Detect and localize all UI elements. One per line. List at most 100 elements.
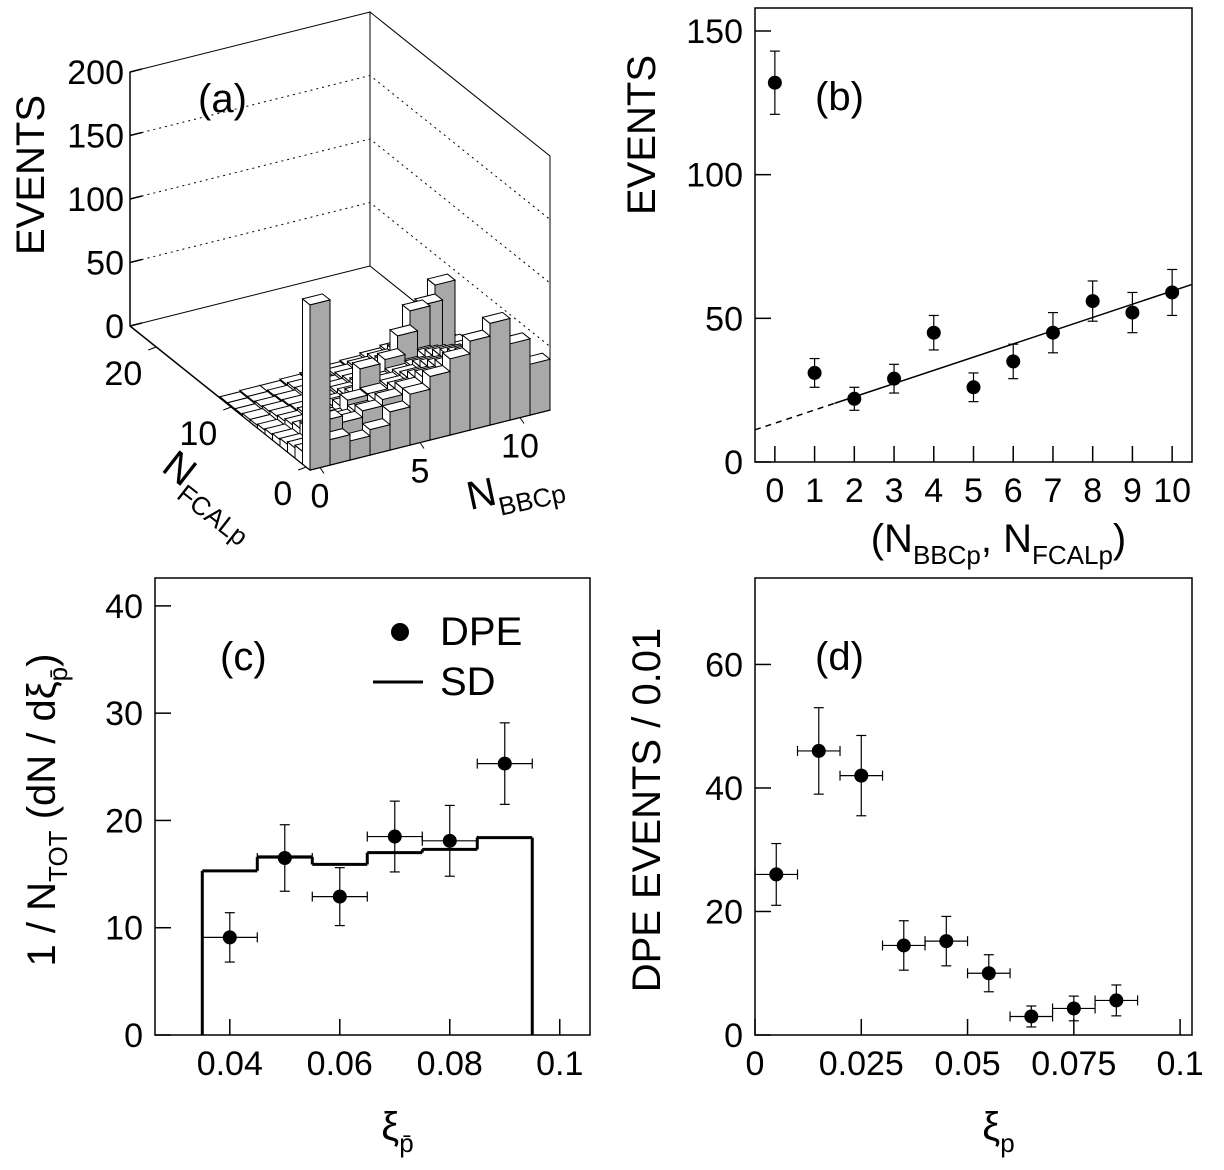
data-point	[896, 938, 911, 953]
bar-top	[351, 357, 382, 370]
label-part: BBCp	[913, 540, 981, 570]
x-tick-label: 9	[1123, 472, 1142, 510]
x-tick-label: 5	[964, 472, 983, 510]
grid-line	[129, 138, 551, 284]
bar-top	[301, 293, 332, 306]
z-tick-label: 0	[105, 308, 124, 346]
x-axis-label: ξp̄	[381, 1105, 413, 1158]
y-tick-label: 10	[179, 415, 217, 453]
x-axis-label: ξp	[982, 1105, 1014, 1158]
y-tick-label: 0	[273, 475, 292, 513]
y-tick-label: 150	[686, 13, 743, 51]
y-tick-label: 20	[104, 355, 142, 393]
label-part: p̄	[43, 667, 73, 681]
data-point	[1006, 354, 1021, 369]
annotation: (a)	[198, 77, 247, 121]
data-point	[811, 743, 826, 758]
x-tick-label: 0.06	[307, 1045, 373, 1083]
label-part: p	[1000, 1128, 1014, 1158]
label-part: EVENTS	[620, 55, 664, 215]
y-axis-label: 1 / NTOT (dN / dξp̄)	[20, 654, 73, 967]
y-axis-label: EVENTS	[620, 55, 664, 215]
plot-frame	[754, 577, 1193, 1036]
x-tick	[319, 467, 325, 474]
x-tick-label: 10	[501, 428, 539, 466]
data-point	[222, 930, 237, 945]
bar-front	[469, 335, 491, 431]
label-part: p̄	[399, 1128, 413, 1158]
bar-top	[361, 418, 392, 431]
x-tick-label: 0.025	[819, 1045, 904, 1083]
grid-line	[129, 74, 551, 220]
label-part: (N	[871, 517, 913, 561]
bar-top	[481, 311, 512, 324]
bar-top	[353, 399, 384, 412]
bar-front	[529, 358, 551, 416]
label-part: DPE EVENTS / 0.01	[625, 628, 669, 993]
y-tick-label: 40	[105, 588, 143, 626]
x-tick-label: 0	[765, 472, 784, 510]
fit-line	[754, 402, 835, 431]
y-tick-label: 0	[724, 444, 743, 482]
label-part: )	[20, 654, 64, 667]
y-tick-label: 20	[705, 893, 743, 931]
bar-top	[388, 324, 419, 337]
x-tick-label: 0.05	[934, 1045, 1000, 1083]
y-axis-label: NFCALp	[149, 442, 268, 551]
y-tick-label: 10	[105, 910, 143, 948]
label-part: FCALp	[172, 478, 254, 551]
data-point	[1109, 993, 1124, 1008]
bar-top	[461, 329, 492, 342]
annotation: (b)	[815, 75, 864, 119]
label-part: (dN / dξ	[20, 681, 64, 830]
legend-label: SD	[440, 660, 496, 704]
label-part: N	[463, 470, 500, 519]
bar-top	[426, 273, 457, 286]
bar-front	[429, 370, 451, 441]
x-tick-label: 3	[885, 472, 904, 510]
bar-front	[389, 406, 411, 451]
bar-front	[409, 388, 431, 446]
label-part: BBCp	[496, 478, 569, 521]
bar-front	[489, 317, 511, 426]
data-point	[1165, 285, 1180, 300]
x-axis-label: NBBCp	[463, 456, 569, 528]
y-tick-label: 0	[124, 1017, 143, 1055]
bar-front	[509, 338, 531, 421]
data-point	[1066, 1001, 1081, 1016]
label-part: , N	[981, 517, 1032, 561]
x-tick-label: 0.08	[417, 1045, 483, 1083]
legend-marker	[391, 623, 409, 641]
x-tick-label: 5	[411, 453, 430, 491]
x-tick-label: 7	[1043, 472, 1062, 510]
data-point	[767, 75, 782, 90]
z-tick	[129, 68, 143, 73]
data-point	[332, 889, 347, 904]
label-part: FCALp	[1032, 540, 1113, 570]
y-tick	[298, 466, 307, 471]
x-axis-label: (NBBCp, NFCALp)	[871, 517, 1127, 570]
bar-top	[421, 364, 452, 378]
x-tick-label: 6	[1004, 472, 1023, 510]
y-tick-label: 40	[705, 770, 743, 808]
bar-side	[302, 297, 311, 472]
bar-front	[449, 353, 471, 436]
x-tick-label: 0	[746, 1045, 765, 1083]
x-tick-label: 10	[1153, 472, 1191, 510]
x-tick-label: 8	[1083, 472, 1102, 510]
z-tick-label: 150	[67, 118, 124, 156]
data-point	[497, 756, 512, 771]
fit-line	[834, 283, 1193, 405]
label-part: 1 / N	[20, 882, 64, 966]
bar-top	[381, 400, 412, 413]
data-point	[807, 365, 822, 380]
z-tick-label: 100	[67, 181, 124, 219]
data-point	[926, 325, 941, 340]
z-axis-label: EVENTS	[9, 95, 53, 255]
x-tick-label: 0.075	[1031, 1045, 1116, 1083]
x-tick-label: 0.1	[1156, 1045, 1203, 1083]
y-tick-label: 30	[105, 695, 143, 733]
data-point	[966, 380, 981, 395]
label-part: ξ	[982, 1105, 1000, 1149]
